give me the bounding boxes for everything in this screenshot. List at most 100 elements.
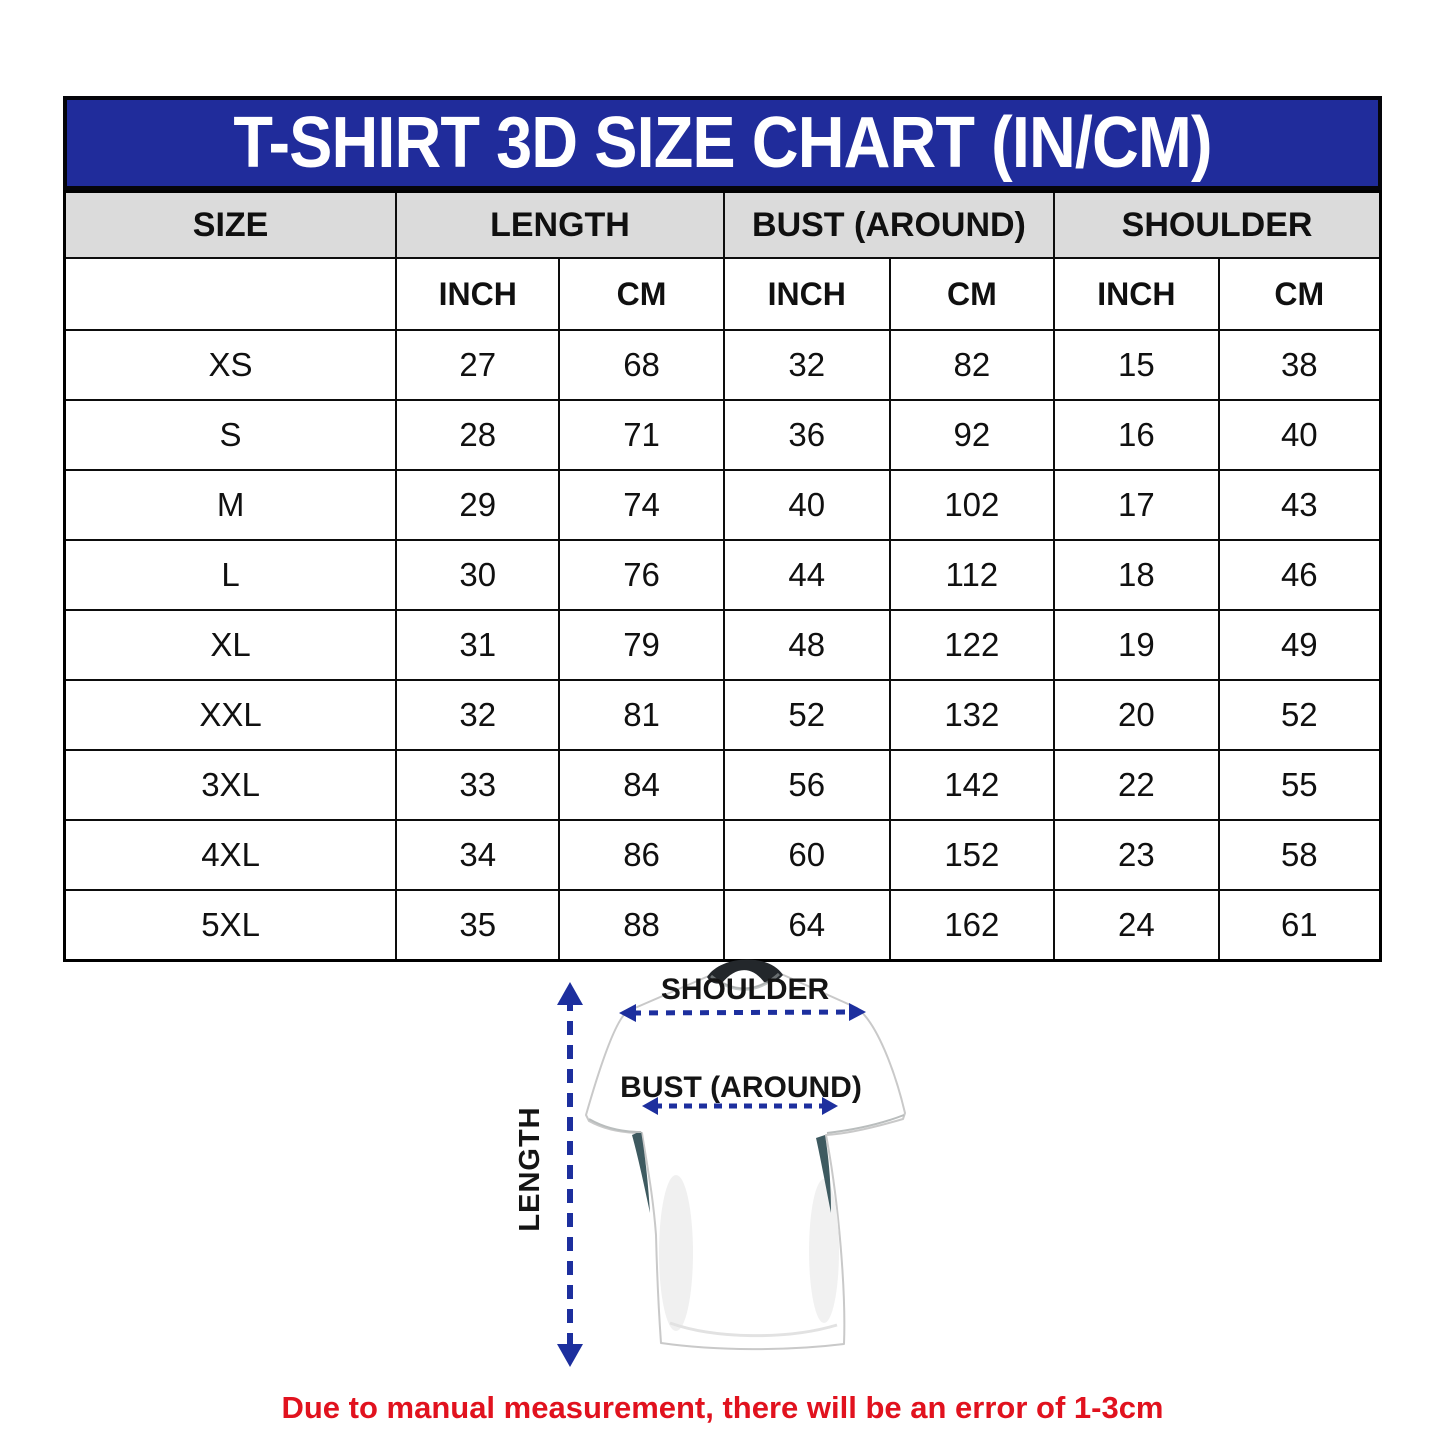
cell: 46 [1217,539,1382,611]
table-row-xs: XS 27 68 32 82 15 38 [63,329,1382,401]
left-sleeve-hem-line [588,1118,642,1133]
cell: 22 [1053,749,1220,821]
cell: 162 [888,889,1056,962]
cell: 88 [558,889,725,962]
cell: 58 [1217,819,1382,891]
cell: 92 [888,399,1056,471]
cell: 122 [888,609,1056,681]
collar-band [707,959,783,984]
tshirt-body [585,972,906,1351]
size-label: 5XL [63,889,398,962]
cell: 16 [1053,399,1220,471]
cell: 31 [395,609,561,681]
cell: 71 [558,399,725,471]
cell: 79 [558,609,725,681]
size-label: M [63,469,398,541]
table-row-3xl: 3XL 33 84 56 142 22 55 [63,749,1382,821]
shading-right [809,1179,839,1323]
page-title: T-SHIRT 3D SIZE CHART (IN/CM) [233,103,1212,183]
shoulder-arrowhead-right [849,1003,866,1021]
cell: 152 [888,819,1056,891]
bust-label: BUST (AROUND) [620,1071,862,1104]
size-label: L [63,539,398,611]
cell: 48 [722,609,891,681]
right-sleeve-hem-line [826,1114,905,1134]
bust-measure: BUST (AROUND) [620,1071,862,1115]
cell: 29 [395,469,561,541]
unit-header: INCH [722,257,891,331]
cell: 24 [1053,889,1220,962]
cell: 61 [1217,889,1382,962]
shoulder-label: SHOULDER [661,973,830,1006]
cell: 23 [1053,819,1220,891]
cell: 32 [722,329,891,401]
length-arrowhead-bottom [557,1344,583,1367]
length-arrowhead-top [557,982,583,1005]
cell: 112 [888,539,1056,611]
cell: 60 [722,819,891,891]
hem-wrinkle [669,1321,838,1338]
cell: 34 [395,819,561,891]
shoulder-arrowhead-left [619,1004,636,1022]
cell: 56 [722,749,891,821]
cell: 40 [722,469,891,541]
cell: 36 [722,399,891,471]
tshirt-measurement-diagram: LENGTH SHOULDER BUST (AROUND) [514,959,906,1367]
cell: 132 [888,679,1056,751]
size-label: XL [63,609,398,681]
table-row-5xl: 5XL 35 88 64 162 24 61 [63,889,1382,962]
cell: 142 [888,749,1056,821]
length-measure: LENGTH [514,982,583,1367]
table-row-xl: XL 31 79 48 122 19 49 [63,609,1382,681]
table-row-s: S 28 71 36 92 16 40 [63,399,1382,471]
cell: 27 [395,329,561,401]
table-row-4xl: 4XL 34 86 60 152 23 58 [63,819,1382,891]
col-header-length: LENGTH [395,190,725,259]
unit-header: INCH [1053,257,1220,331]
blank-cell [63,257,398,331]
shoulder-measure: SHOULDER [619,973,866,1022]
table-row-m: M 29 74 40 102 17 43 [63,469,1382,541]
bust-arrowhead-left [642,1097,658,1115]
unit-header: INCH [395,257,561,331]
right-armpit-shadow [816,1135,831,1213]
cell: 20 [1053,679,1220,751]
cell: 38 [1217,329,1382,401]
left-armpit-shadow [632,1131,650,1213]
shoulder-arrow [631,1009,854,1016]
cell: 28 [395,399,561,471]
cell: 55 [1217,749,1382,821]
col-header-bust: BUST (AROUND) [722,190,1056,259]
unit-header: CM [888,257,1056,331]
cell: 52 [722,679,891,751]
collar-front-line [710,972,781,991]
cell: 52 [1217,679,1382,751]
cell: 82 [888,329,1056,401]
title-banner: T-SHIRT 3D SIZE CHART (IN/CM) [63,96,1382,190]
tshirt-illustration [585,959,906,1351]
size-chart-table: SIZE LENGTH BUST (AROUND) SHOULDER INCH … [63,190,1382,962]
cell: 33 [395,749,561,821]
unit-header: CM [558,257,725,331]
size-label: S [63,399,398,471]
table-row-l: L 30 76 44 112 18 46 [63,539,1382,611]
size-label: 4XL [63,819,398,891]
table-unit-header-row: INCH CM INCH CM INCH CM [63,257,1382,331]
size-label: 3XL [63,749,398,821]
size-label: XXL [63,679,398,751]
cell: 35 [395,889,561,962]
cell: 40 [1217,399,1382,471]
cell: 17 [1053,469,1220,541]
cell: 64 [722,889,891,962]
cell: 81 [558,679,725,751]
cell: 102 [888,469,1056,541]
shading-left [659,1175,693,1331]
bust-arrowhead-right [822,1097,838,1115]
cell: 76 [558,539,725,611]
table-group-header-row: SIZE LENGTH BUST (AROUND) SHOULDER [63,190,1382,259]
cell: 86 [558,819,725,891]
unit-header: CM [1217,257,1382,331]
col-header-size: SIZE [63,190,398,259]
col-header-shoulder: SHOULDER [1053,190,1382,259]
length-label: LENGTH [514,1106,546,1231]
